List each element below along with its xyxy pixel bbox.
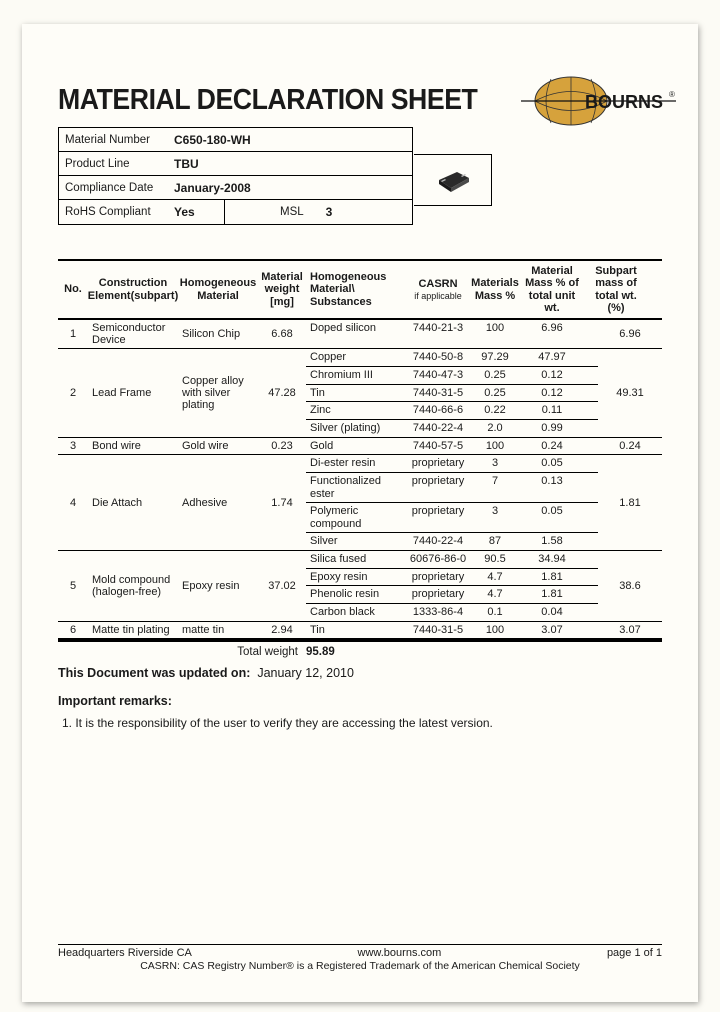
footer-note: CASRN: CAS Registry Number® is a Registe… xyxy=(58,960,662,972)
substance-row: Di-ester resinproprietary30.05 xyxy=(306,455,598,473)
table-row: 3Bond wireGold wire0.23Gold7440-57-51000… xyxy=(58,438,662,456)
material-number-value: C650-180-WH xyxy=(174,133,251,147)
substance-row: Tin7440-31-51003.07 xyxy=(306,622,598,639)
cell: 2.94 xyxy=(258,622,306,639)
product-line-value: TBU xyxy=(174,157,199,171)
cell: Mold compound (halogen-free) xyxy=(88,551,178,621)
cell: Silicon Chip xyxy=(178,320,258,348)
substance-row: Zinc7440-66-60.220.11 xyxy=(306,402,598,420)
component-image-cell xyxy=(414,154,492,206)
cell: Lead Frame xyxy=(88,349,178,436)
substance-row: Gold7440-57-51000.24 xyxy=(306,438,598,455)
substance-row: Silver7440-22-4871.58 xyxy=(306,533,598,550)
material-number-label: Material Number xyxy=(59,134,174,146)
page-title: MATERIAL DECLARATION SHEET xyxy=(58,84,477,117)
logo-text: BOURNS xyxy=(585,92,663,112)
cell: 6 xyxy=(58,622,88,639)
materials-table: No. Construction Element(subpart) Homoge… xyxy=(58,259,662,642)
col-no: No. xyxy=(58,261,88,318)
substance-row: Epoxy resinproprietary4.71.81 xyxy=(306,569,598,587)
updated-line: This Document was updated on: January 12… xyxy=(58,666,662,680)
subpart-cell: 6.96 xyxy=(598,320,662,348)
remarks-header: Important remarks: xyxy=(58,694,662,708)
cell: 1.74 xyxy=(258,455,306,550)
chip-icon xyxy=(431,166,475,194)
col-weight: Material weight [mg] xyxy=(258,261,306,318)
cell: Copper alloy with silver plating xyxy=(178,349,258,436)
cell: 47.28 xyxy=(258,349,306,436)
rohs-label: RoHS Compliant xyxy=(59,206,174,218)
substance-row: Tin7440-31-50.250.12 xyxy=(306,385,598,403)
substance-row: Copper7440-50-897.2947.97 xyxy=(306,349,598,367)
cell: 5 xyxy=(58,551,88,621)
table-row: 2Lead FrameCopper alloy with silver plat… xyxy=(58,349,662,437)
col-homogeneous: Homogeneous Material xyxy=(178,261,258,318)
info-table: Material Number C650-180-WH Product Line… xyxy=(58,127,413,225)
col-subpart-pct: Subpart mass of total wt. (%) xyxy=(584,261,648,318)
product-line-label: Product Line xyxy=(59,158,174,170)
col-element: Construction Element(subpart) xyxy=(88,261,178,318)
cell: 4 xyxy=(58,455,88,550)
subpart-cell: 38.6 xyxy=(598,551,662,621)
substance-row: Silver (plating)7440-22-42.00.99 xyxy=(306,420,598,437)
subpart-cell: 49.31 xyxy=(598,349,662,436)
substance-row: Polymeric compoundproprietary30.05 xyxy=(306,503,598,533)
substance-row: Functionalized esterproprietary70.13 xyxy=(306,473,598,503)
substance-row: Phenolic resinproprietary4.71.81 xyxy=(306,586,598,604)
total-row: Total weight 95.89 xyxy=(58,642,662,664)
document-page: MATERIAL DECLARATION SHEET BOURNS ® Mate… xyxy=(22,24,698,1002)
footer-center: www.bourns.com xyxy=(358,947,442,959)
compliance-date-value: January-2008 xyxy=(174,181,251,195)
subpart-cell: 3.07 xyxy=(598,622,662,639)
cell: Semiconductor Device xyxy=(88,320,178,348)
col-casrn: CASRN if applicable xyxy=(406,261,470,318)
col-mass-unit-pct: Material Mass % of total unit wt. xyxy=(520,261,584,318)
page-footer: Headquarters Riverside CA www.bourns.com… xyxy=(58,944,662,972)
cell: Gold wire xyxy=(178,438,258,455)
rohs-value: Yes xyxy=(174,205,224,219)
substance-row: Doped silicon7440-21-31006.96 xyxy=(306,320,598,337)
cell: 37.02 xyxy=(258,551,306,621)
footer-right: page 1 of 1 xyxy=(607,947,662,959)
substance-row: Carbon black1333-86-40.10.04 xyxy=(306,604,598,621)
msl-label: MSL xyxy=(280,206,304,218)
table-row: 6Matte tin platingmatte tin2.94Tin7440-3… xyxy=(58,622,662,641)
cell: Matte tin plating xyxy=(88,622,178,639)
cell: 3 xyxy=(58,438,88,455)
subpart-cell: 1.81 xyxy=(598,455,662,550)
table-header-row: No. Construction Element(subpart) Homoge… xyxy=(58,261,662,320)
remarks-item: 1. It is the responsibility of the user … xyxy=(58,716,662,730)
cell: 6.68 xyxy=(258,320,306,348)
msl-value: 3 xyxy=(326,205,333,219)
cell: Die Attach xyxy=(88,455,178,550)
cell: 0.23 xyxy=(258,438,306,455)
footer-left: Headquarters Riverside CA xyxy=(58,947,192,959)
table-row: 4Die AttachAdhesive1.74Di-ester resinpro… xyxy=(58,455,662,551)
total-label: Total weight xyxy=(58,646,306,658)
bourns-logo: BOURNS ® xyxy=(521,72,676,130)
substance-row: Chromium III7440-47-30.250.12 xyxy=(306,367,598,385)
table-row: 1Semiconductor DeviceSilicon Chip6.68Dop… xyxy=(58,320,662,349)
compliance-date-label: Compliance Date xyxy=(59,182,174,194)
cell: 1 xyxy=(58,320,88,348)
svg-text:®: ® xyxy=(669,90,675,99)
col-substances: Homogeneous Material\ Substances xyxy=(306,261,406,318)
total-value: 95.89 xyxy=(306,646,335,658)
subpart-cell: 0.24 xyxy=(598,438,662,455)
cell: Adhesive xyxy=(178,455,258,550)
cell: Epoxy resin xyxy=(178,551,258,621)
substance-row: Silica fused60676-86-090.534.94 xyxy=(306,551,598,569)
cell: matte tin xyxy=(178,622,258,639)
cell: 2 xyxy=(58,349,88,436)
cell: Bond wire xyxy=(88,438,178,455)
table-row: 5Mold compound (halogen-free)Epoxy resin… xyxy=(58,551,662,622)
col-mass-pct: Materials Mass % xyxy=(470,261,520,318)
